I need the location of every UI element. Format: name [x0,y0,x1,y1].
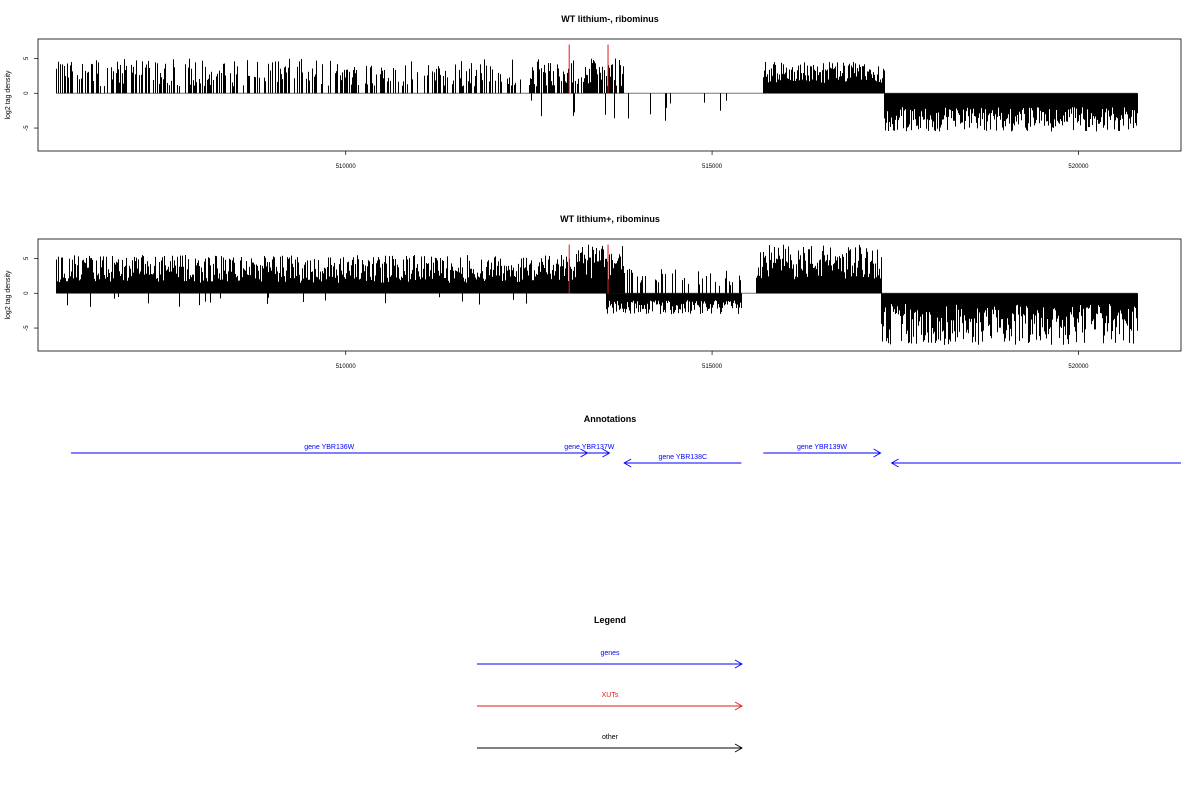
arrowhead-icon [602,448,611,458]
gene-label: gene YBR136W [304,444,354,451]
x-tick-label: 520000 [1068,164,1089,170]
plot-frame [37,238,1182,352]
gene-arrow: gene YBR138C [623,454,742,468]
gene-label: gene YBR138C [659,454,708,461]
x-tick-label: 520000 [1068,364,1089,370]
density-bars [56,244,1138,345]
gene-arrow [890,458,1181,468]
arrowhead-icon [734,701,743,711]
x-tick-label: 510000 [336,164,357,170]
track-title: WT lithium+, ribominus [560,214,660,224]
y-tick-label: 5 [24,256,30,260]
x-tick-label: 510000 [336,364,357,370]
annotations-track: Annotations gene YBR136W gene YBR137Wgene… [70,414,1181,468]
density-bars [56,44,1138,132]
plot-frame [37,38,1182,152]
y-tick-label: 5 [24,56,30,60]
x-axis: 510000 515000 520000 [336,151,1089,170]
gene-arrows: gene YBR136W gene YBR137W gene YBR138C gene… [70,444,1181,468]
gene-arrow: gene YBR137W [564,444,615,458]
y-tick-label: 0 [24,291,30,295]
legend-label: genes [600,650,620,657]
legend-item-other: other [477,734,743,753]
legend-item-genes: genes [477,650,743,669]
legend: Legend genes XUTs other [477,615,743,753]
arrowhead-icon [890,458,899,468]
track-title: WT lithium-, ribominus [561,14,659,24]
arrowhead-icon [734,659,743,669]
arrowhead-icon [873,448,882,458]
gene-arrow: gene YBR136W [70,444,589,458]
arrowhead-icon [623,458,632,468]
y-axis-label: log2 tag density [5,70,12,120]
arrowhead-icon [734,743,743,753]
x-axis: 510000 515000 520000 [336,351,1089,370]
track-panel-lithium-plus: WT lithium+, ribominus log2 tag density … [5,214,1182,370]
y-axis: -5 0 5 [24,56,38,131]
legend-label: XUTs [602,692,619,699]
legend-title: Legend [594,615,626,625]
track-panel-lithium-minus: WT lithium-, ribominus log2 tag density … [5,14,1182,170]
gene-label: gene YBR139W [797,444,847,451]
y-tick-label: 0 [24,91,30,95]
y-tick-label: -5 [24,125,30,131]
legend-item-xuts: XUTs [477,692,743,711]
annotations-title: Annotations [584,414,637,424]
x-tick-label: 515000 [702,164,723,170]
y-tick-label: -5 [24,325,30,331]
legend-label: other [602,734,619,741]
y-axis-label: log2 tag density [5,270,12,320]
y-axis: -5 0 5 [24,256,38,331]
gene-arrow: gene YBR139W [763,444,882,458]
x-tick-label: 515000 [702,364,723,370]
gene-label: gene YBR137W [564,444,614,451]
